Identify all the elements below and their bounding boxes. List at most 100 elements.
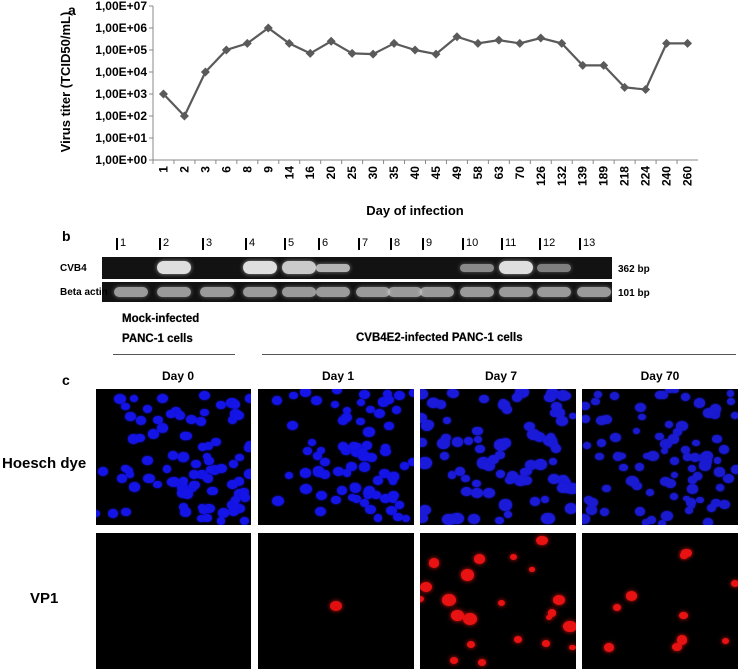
hoechst-image-day70 [582, 389, 738, 525]
cell-nucleus [420, 389, 429, 399]
panel-label-a: a [68, 2, 76, 18]
cell-nucleus [420, 581, 433, 593]
cell-nucleus [359, 448, 368, 456]
cell-nucleus [233, 489, 245, 499]
data-point [326, 36, 336, 46]
cell-nucleus [227, 479, 239, 490]
cell-nucleus [97, 467, 109, 476]
gel-band-beta-actin [356, 287, 390, 297]
cell-nucleus [541, 512, 555, 524]
cell-nucleus [420, 512, 428, 523]
x-tick-label: 6 [219, 166, 233, 173]
cell-nucleus [472, 479, 481, 488]
cell-nucleus [336, 486, 347, 495]
cell-nucleus [632, 482, 642, 491]
cell-nucleus [393, 512, 403, 521]
cell-nucleus [121, 402, 131, 411]
cell-nucleus [364, 485, 376, 495]
cell-nucleus [216, 400, 227, 410]
cell-nucleus [370, 490, 381, 500]
cell-nucleus [483, 460, 495, 471]
mock-infected-label: Mock-infected [122, 313, 200, 325]
cell-nucleus [618, 463, 628, 472]
cell-nucleus [178, 503, 188, 511]
x-tick-label: 25 [345, 166, 359, 180]
gel-band-beta-actin [157, 287, 191, 297]
cell-nucleus [727, 398, 736, 406]
cell-nucleus [388, 495, 398, 503]
data-point [410, 45, 420, 55]
cell-nucleus [332, 467, 344, 477]
data-point [431, 49, 441, 59]
cell-nucleus [713, 466, 726, 477]
cell-nucleus [204, 456, 214, 465]
data-point [536, 33, 546, 43]
cell-nucleus [534, 432, 546, 442]
cell-nucleus [381, 443, 391, 452]
cell-nucleus [590, 397, 600, 406]
cell-nucleus [428, 558, 440, 568]
cell-nucleus [113, 393, 126, 404]
cell-nucleus [462, 612, 477, 625]
cell-nucleus [420, 596, 424, 603]
cell-nucleus [610, 432, 622, 443]
cell-nucleus [386, 471, 399, 482]
cell-nucleus [681, 548, 692, 558]
cell-nucleus [272, 496, 285, 507]
cell-nucleus [547, 609, 557, 617]
cell-nucleus [392, 406, 402, 414]
y-tick-label: 1,00E+03 [95, 87, 147, 101]
cell-nucleus [602, 485, 611, 493]
cell-nucleus [670, 493, 679, 500]
cell-nucleus [672, 427, 682, 436]
cell-nucleus [703, 518, 714, 525]
cell-nucleus [582, 415, 590, 423]
cell-nucleus [366, 405, 375, 413]
cell-nucleus [503, 510, 513, 518]
cell-nucleus [454, 467, 465, 476]
x-tick-label: 30 [366, 166, 380, 180]
cell-nucleus [688, 476, 698, 484]
hoechst-image-day1 [258, 389, 414, 525]
cell-nucleus [285, 471, 294, 479]
x-tick-label: 218 [618, 166, 632, 186]
data-point [620, 82, 630, 92]
cell-nucleus [332, 389, 343, 395]
day-label-7: Day 7 [484, 369, 518, 383]
x-tick-label: 224 [639, 166, 653, 186]
cell-nucleus [408, 389, 414, 398]
cell-nucleus [216, 463, 228, 474]
cell-nucleus [128, 434, 139, 444]
cell-nucleus [544, 392, 556, 403]
cell-nucleus [667, 434, 680, 445]
cell-nucleus [536, 535, 548, 546]
cell-nucleus [583, 442, 592, 449]
cell-nucleus [152, 480, 162, 489]
cell-nucleus [152, 416, 163, 425]
vp1-image-day1 [258, 533, 414, 669]
cell-nucleus [498, 400, 510, 411]
cell-nucleus [420, 461, 427, 468]
cell-nucleus [142, 405, 153, 413]
cell-nucleus [307, 438, 317, 447]
cell-nucleus [361, 441, 372, 450]
cell-nucleus [664, 420, 674, 429]
cell-nucleus [179, 431, 190, 440]
cell-nucleus [681, 393, 691, 402]
data-point [599, 60, 609, 70]
cell-nucleus [711, 435, 722, 444]
hoechst-image-day7 [420, 389, 576, 525]
cell-nucleus [341, 413, 352, 423]
gel-band-cvb4 [537, 264, 571, 272]
cell-nucleus [435, 399, 447, 409]
gel-row-beta-actin [102, 282, 612, 302]
cell-nucleus [179, 507, 192, 518]
x-axis-title: Day of infection [366, 203, 464, 218]
cell-nucleus [315, 506, 327, 517]
cell-nucleus [470, 488, 483, 499]
cell-nucleus [366, 453, 377, 463]
cell-nucleus [533, 459, 547, 470]
cell-nucleus [384, 421, 394, 430]
gel-lane-number: 9 [421, 237, 433, 250]
cell-nucleus [593, 391, 602, 398]
